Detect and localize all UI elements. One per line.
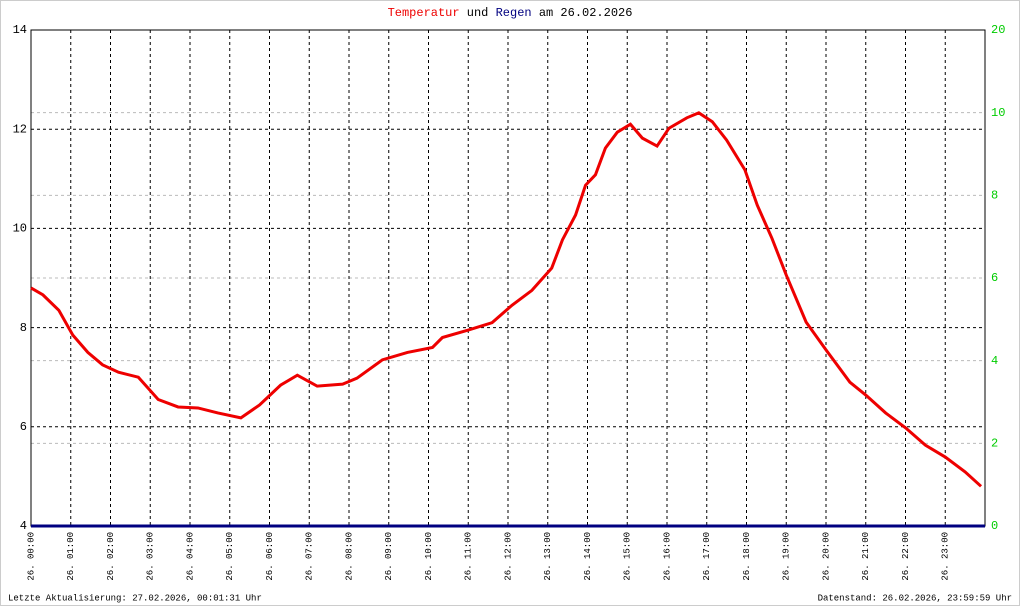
y-tick-label: 10	[13, 222, 27, 236]
chart-title: Temperatur und Regen am 26.02.2026	[388, 6, 633, 20]
x-tick-label: 26. 07:00	[305, 532, 315, 581]
x-tick-label: 26. 20:00	[821, 532, 831, 581]
x-tick-label: 26. 22:00	[901, 532, 911, 581]
x-tick-label: 26. 01:00	[66, 532, 76, 581]
x-tick-label: 26. 11:00	[464, 532, 474, 581]
y2-tick-label: 6	[991, 271, 998, 285]
title-series-2: Regen	[496, 6, 532, 20]
x-tick-label: 26. 16:00	[662, 532, 672, 581]
y-tick-label: 4	[20, 519, 27, 533]
y2-tick-label: 10	[991, 106, 1005, 120]
series-line	[30, 111, 983, 488]
x-tick-label: 26. 13:00	[543, 532, 553, 581]
title-part: und	[467, 6, 489, 20]
footer-left: Letzte Aktualisierung: 27.02.2026, 00:01…	[8, 593, 262, 603]
y-tick-label: 14	[13, 23, 27, 37]
x-tick-label: 26. 18:00	[742, 532, 752, 581]
title-series-1: Temperatur	[388, 6, 460, 20]
x-tick-label: 26. 03:00	[146, 532, 156, 581]
x-tick-label: 26. 12:00	[503, 532, 513, 581]
x-tick-label: 26. 05:00	[225, 532, 235, 581]
y2-tick-label: 2	[991, 437, 998, 451]
x-tick-label: 26. 15:00	[623, 532, 633, 581]
x-tick-label: 26. 21:00	[861, 532, 871, 581]
x-tick-label: 26. 14:00	[583, 532, 593, 581]
x-tick-label: 26. 17:00	[702, 532, 712, 581]
y2-tick-label: 8	[991, 189, 998, 203]
x-tick-label: 26. 23:00	[941, 532, 951, 581]
x-tick-label: 26. 06:00	[265, 532, 275, 581]
x-tick-label: 26. 08:00	[344, 532, 354, 581]
x-tick-label: 26. 00:00	[26, 532, 36, 581]
y-tick-label: 6	[20, 420, 27, 434]
x-tick-label: 26. 02:00	[106, 532, 116, 581]
y2-tick-label: 0	[991, 519, 998, 533]
x-tick-label: 26. 04:00	[185, 532, 195, 581]
title-part: am 26.02.2026	[539, 6, 633, 20]
x-tick-label: 26. 09:00	[384, 532, 394, 581]
x-tick-label: 26. 10:00	[424, 532, 434, 581]
y-tick-label: 12	[13, 122, 27, 136]
y2-tick-label: 20	[991, 23, 1005, 37]
y-tick-label: 8	[20, 321, 27, 335]
footer-right: Datenstand: 26.02.2026, 23:59:59 Uhr	[818, 593, 1012, 603]
x-tick-label: 26. 19:00	[782, 532, 792, 581]
y2-tick-label: 4	[991, 354, 998, 368]
